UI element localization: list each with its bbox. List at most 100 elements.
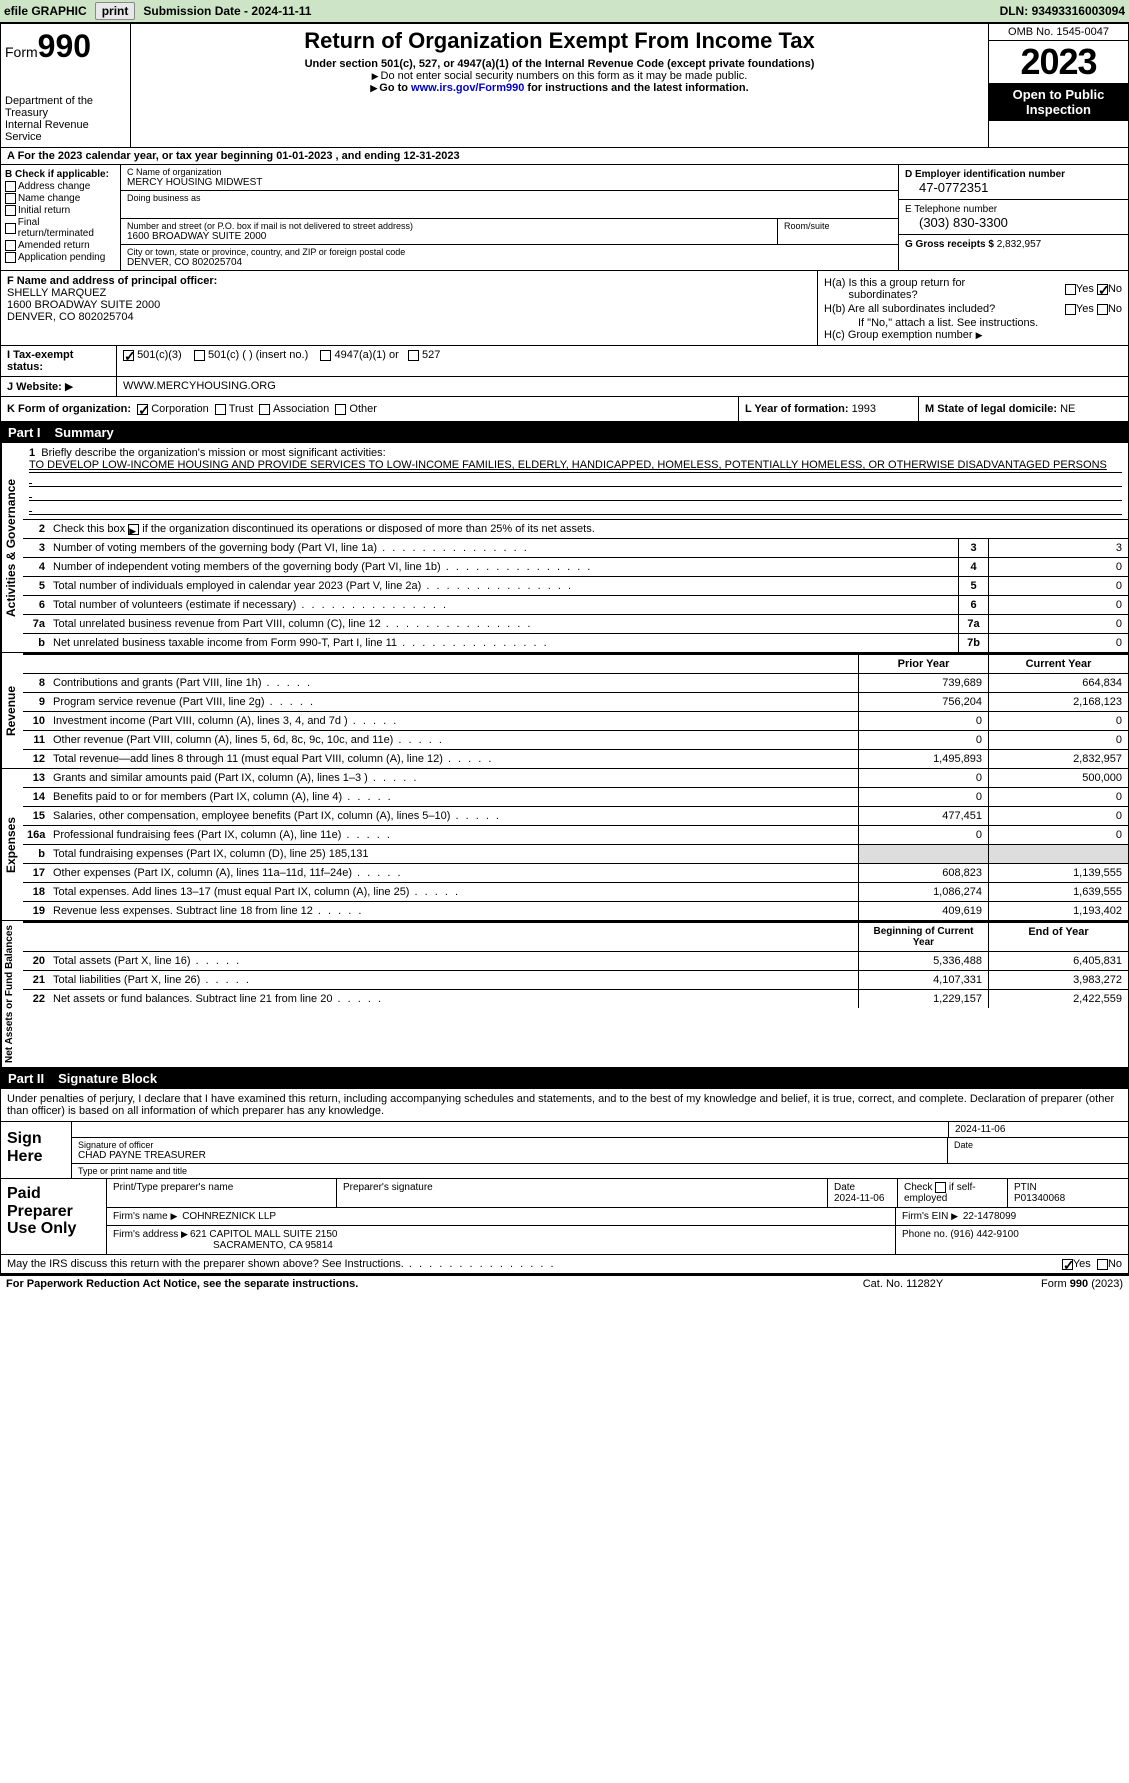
firm-name: Firm's name COHNREZNICK LLP xyxy=(107,1208,896,1225)
chk-amended[interactable]: Amended return xyxy=(5,240,116,251)
print-button[interactable]: print xyxy=(95,2,136,20)
prep-name-label: Print/Type preparer's name xyxy=(107,1179,337,1207)
chk-other[interactable] xyxy=(335,404,346,415)
chk-final-return[interactable]: Final return/terminated xyxy=(5,217,116,239)
prior-value: 756,204 xyxy=(858,693,988,711)
current-value: 2,422,559 xyxy=(988,990,1128,1008)
current-value: 500,000 xyxy=(988,769,1128,787)
year-formation: L Year of formation: 1993 xyxy=(738,397,918,421)
discuss-yes-checkbox[interactable] xyxy=(1062,1259,1073,1270)
hb-subordinates: H(b) Are all subordinates included? Yes … xyxy=(824,303,1122,315)
prep-self-emp: Check if self-employed xyxy=(898,1179,1008,1207)
col-c-org-info: C Name of organization MERCY HOUSING MID… xyxy=(121,165,898,270)
prior-value: 608,823 xyxy=(858,864,988,882)
state-domicile: M State of legal domicile: NE xyxy=(918,397,1128,421)
na-hdr-num xyxy=(23,923,49,951)
city-state-zip: DENVER, CO 802025704 xyxy=(127,257,892,268)
discuss-row: May the IRS discuss this return with the… xyxy=(0,1255,1129,1274)
line-num: 8 xyxy=(23,674,49,692)
form990-link[interactable]: www.irs.gov/Form990 xyxy=(411,82,524,94)
discuss-text: May the IRS discuss this return with the… xyxy=(7,1258,1062,1270)
chk-self-emp[interactable] xyxy=(935,1182,946,1193)
line-text: Total liabilities (Part X, line 26) xyxy=(49,971,858,989)
tax-exempt-label: I Tax-exempt status: xyxy=(1,346,116,376)
discuss-no-checkbox[interactable] xyxy=(1097,1259,1108,1270)
hb-yes-checkbox[interactable] xyxy=(1065,304,1076,315)
chk-501c[interactable] xyxy=(194,350,205,361)
line-text: Number of voting members of the governin… xyxy=(49,539,958,557)
hc-group-exemption: H(c) Group exemption number xyxy=(824,329,1122,341)
chk-assoc[interactable] xyxy=(259,404,270,415)
line-num: b xyxy=(23,634,49,652)
officer-signature-name: CHAD PAYNE TREASURER xyxy=(78,1150,941,1161)
prior-value: 5,336,488 xyxy=(858,952,988,970)
activities-governance-section: Activities & Governance 1 Briefly descri… xyxy=(0,443,1129,653)
ha-yes-checkbox[interactable] xyxy=(1065,284,1076,295)
revenue-section: Revenue Prior Year Current Year 8 Contri… xyxy=(0,653,1129,769)
chk-corp[interactable] xyxy=(137,404,148,415)
chk-527[interactable] xyxy=(408,350,419,361)
line-value: 0 xyxy=(988,577,1128,595)
line-box: 4 xyxy=(958,558,988,576)
row-i: I Tax-exempt status: 501(c)(3) 501(c) ( … xyxy=(0,346,1129,377)
current-value xyxy=(988,845,1128,863)
ha-group-return: H(a) Is this a group return for subordin… xyxy=(824,277,1122,301)
current-value: 2,832,957 xyxy=(988,750,1128,768)
line-text: Total number of individuals employed in … xyxy=(49,577,958,595)
line-num: 6 xyxy=(23,596,49,614)
open-inspection: Open to Public Inspection xyxy=(989,83,1128,121)
line-num: 11 xyxy=(23,731,49,749)
form-number: Form990 xyxy=(5,28,126,65)
line-num: 3 xyxy=(23,539,49,557)
prep-date-label: Date xyxy=(834,1182,891,1193)
line-box: 5 xyxy=(958,577,988,595)
officer-addr2: DENVER, CO 802025704 xyxy=(7,311,811,323)
vtab-governance: Activities & Governance xyxy=(1,443,23,652)
line-num: 17 xyxy=(23,864,49,882)
prior-value xyxy=(858,845,988,863)
ein-label: D Employer identification number xyxy=(905,169,1122,180)
chk-discontinued[interactable] xyxy=(128,524,139,535)
chk-501c3[interactable] xyxy=(123,350,134,361)
chk-initial-return[interactable]: Initial return xyxy=(5,205,116,216)
line-text: Net assets or fund balances. Subtract li… xyxy=(49,990,858,1008)
sign-here-block: Sign Here 2024-11-06 Signature of office… xyxy=(0,1122,1129,1179)
line-num: 18 xyxy=(23,883,49,901)
hb-no-checkbox[interactable] xyxy=(1097,304,1108,315)
irs-label: Internal Revenue Service xyxy=(5,119,126,143)
form-title: Return of Organization Exempt From Incom… xyxy=(139,28,980,54)
chk-name-change[interactable]: Name change xyxy=(5,193,116,204)
line-text: Total number of volunteers (estimate if … xyxy=(49,596,958,614)
form-subtitle: Under section 501(c), 527, or 4947(a)(1)… xyxy=(139,58,980,70)
current-value: 6,405,831 xyxy=(988,952,1128,970)
line-text: Grants and similar amounts paid (Part IX… xyxy=(49,769,858,787)
ssn-note: Do not enter social security numbers on … xyxy=(139,70,980,82)
part1-header: Part I Summary xyxy=(0,422,1129,443)
current-value: 0 xyxy=(988,788,1128,806)
chk-trust[interactable] xyxy=(215,404,226,415)
line-text: Revenue less expenses. Subtract line 18 … xyxy=(49,902,858,920)
line-text: Professional fundraising fees (Part IX, … xyxy=(49,826,858,844)
line-text: Investment income (Part VIII, column (A)… xyxy=(49,712,858,730)
current-value: 1,193,402 xyxy=(988,902,1128,920)
prior-value: 1,495,893 xyxy=(858,750,988,768)
chk-4947[interactable] xyxy=(320,350,331,361)
line-num: 10 xyxy=(23,712,49,730)
prior-value: 409,619 xyxy=(858,902,988,920)
line-text: Salaries, other compensation, employee b… xyxy=(49,807,858,825)
line-text: Total revenue—add lines 8 through 11 (mu… xyxy=(49,750,858,768)
ha-no-checkbox[interactable] xyxy=(1097,284,1108,295)
line-text: Net unrelated business taxable income fr… xyxy=(49,634,958,652)
sig-date: 2024-11-06 xyxy=(948,1122,1128,1137)
line-num: 19 xyxy=(23,902,49,920)
net-assets-section: Net Assets or Fund Balances Beginning of… xyxy=(0,921,1129,1068)
line-value: 0 xyxy=(988,558,1128,576)
col-b-label: B Check if applicable: xyxy=(5,169,116,180)
chk-address-change[interactable]: Address change xyxy=(5,181,116,192)
prior-value: 0 xyxy=(858,826,988,844)
line-value: 0 xyxy=(988,596,1128,614)
end-year-hdr: End of Year xyxy=(988,923,1128,951)
line-num: 21 xyxy=(23,971,49,989)
paid-preparer-block: Paid Preparer Use Only Print/Type prepar… xyxy=(0,1179,1129,1255)
chk-app-pending[interactable]: Application pending xyxy=(5,252,116,263)
